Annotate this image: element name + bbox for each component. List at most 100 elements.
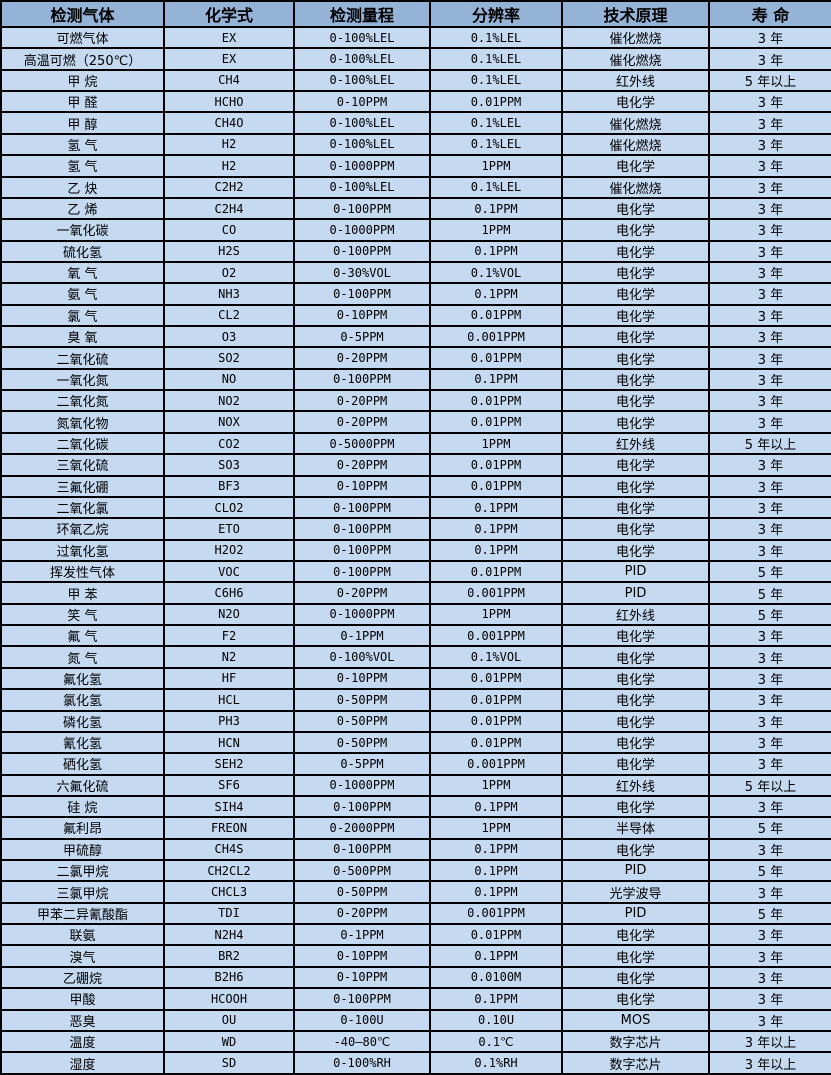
- cell-gas: 二氧化碳: [0, 431, 165, 456]
- cell-principle: 电化学: [561, 624, 710, 648]
- cell-gas: 环氧乙烷: [0, 517, 165, 541]
- cell-range: 0-20PPM: [293, 581, 431, 605]
- cell-range: 0-20PPM: [293, 901, 431, 926]
- cell-principle: 电化学: [561, 346, 710, 370]
- cell-principle: PID: [561, 901, 710, 926]
- cell-formula: H2: [163, 132, 295, 157]
- table-row: 氰化氢 HCN 0-50PPM 0.01PPM 电化学 3 年: [0, 730, 831, 755]
- cell-life: 3 年: [708, 474, 831, 498]
- cell-life: 3 年: [708, 325, 831, 349]
- table-row: 甲 苯 C6H6 0-20PPM 0.001PPM PID 5 年: [0, 581, 831, 605]
- cell-formula: HCHO: [163, 90, 295, 114]
- cell-range: 0-50PPM: [293, 688, 431, 712]
- cell-formula: HCOOH: [163, 987, 295, 1011]
- table-row: 氢 气 H2 0-100%LEL 0.1%LEL 催化燃烧 3 年: [0, 132, 831, 157]
- cell-range: 0-100PPM: [293, 538, 431, 563]
- cell-formula: N2O: [163, 602, 295, 627]
- cell-principle: 电化学: [561, 218, 710, 242]
- cell-formula: CH4S: [163, 837, 295, 862]
- cell-gas: 氟 气: [0, 624, 165, 648]
- cell-resolution: 0.1PPM: [429, 517, 563, 541]
- cell-principle: 电化学: [561, 196, 710, 221]
- cell-principle: 催化燃烧: [561, 175, 710, 199]
- cell-life: 3 年: [708, 880, 831, 904]
- cell-resolution: 0.1PPM: [429, 880, 563, 904]
- cell-range: 0-5PPM: [293, 325, 431, 349]
- cell-range: 0-100PPM: [293, 367, 431, 392]
- table-row: 甲酸 HCOOH 0-100PPM 0.1PPM 电化学 3 年: [0, 987, 831, 1011]
- cell-principle: 电化学: [561, 709, 710, 733]
- table-row: 甲 醇 CH4O 0-100%LEL 0.1%LEL 催化燃烧 3 年: [0, 111, 831, 135]
- cell-life: 3 年: [708, 965, 831, 990]
- cell-resolution: 1PPM: [429, 154, 563, 178]
- cell-resolution: 0.01PPM: [429, 389, 563, 413]
- cell-life: 3 年: [708, 752, 831, 776]
- cell-resolution: 1PPM: [429, 431, 563, 456]
- cell-formula: NH3: [163, 282, 295, 306]
- cell-gas: 臭 氧: [0, 325, 165, 349]
- table-row: 联氨 N2H4 0-1PPM 0.01PPM 电化学 3 年: [0, 923, 831, 947]
- cell-principle: 催化燃烧: [561, 132, 710, 157]
- cell-range: 0-10PPM: [293, 474, 431, 498]
- cell-range: 0-100%LEL: [293, 132, 431, 157]
- column-header-life: 寿 命: [708, 0, 831, 28]
- cell-life: 3 年: [708, 218, 831, 242]
- cell-principle: 电化学: [561, 239, 710, 263]
- cell-formula: CHCL3: [163, 880, 295, 904]
- table-row: 氯 气 CL2 0-10PPM 0.01PPM 电化学 3 年: [0, 303, 831, 328]
- cell-principle: 数字芯片: [561, 1029, 710, 1054]
- cell-formula: CLO2: [163, 495, 295, 520]
- table-row: 氟 气 F2 0-1PPM 0.001PPM 电化学 3 年: [0, 624, 831, 648]
- cell-principle: 数字芯片: [561, 1051, 710, 1075]
- table-row: 二氧化氮 NO2 0-20PPM 0.01PPM 电化学 3 年: [0, 389, 831, 413]
- cell-formula: NO: [163, 367, 295, 392]
- table-row: 溴气 BR2 0-10PPM 0.1PPM 电化学 3 年: [0, 944, 831, 968]
- cell-resolution: 0.01PPM: [429, 666, 563, 691]
- cell-resolution: 0.1%VOL: [429, 645, 563, 669]
- column-header-resolution: 分辨率: [429, 0, 563, 28]
- cell-gas: 一氧化氮: [0, 367, 165, 392]
- table-row: 乙 炔 C2H2 0-100%LEL 0.1%LEL 催化燃烧 3 年: [0, 175, 831, 199]
- cell-formula: B2H6: [163, 965, 295, 990]
- table-row: 臭 氧 O3 0-5PPM 0.001PPM 电化学 3 年: [0, 325, 831, 349]
- table-row: 氧 气 O2 0-30%VOL 0.1%VOL 电化学 3 年: [0, 260, 831, 285]
- cell-resolution: 0.01PPM: [429, 559, 563, 584]
- cell-formula: FREON: [163, 816, 295, 840]
- cell-gas: 氰化氢: [0, 730, 165, 755]
- cell-gas: 氮 气: [0, 645, 165, 669]
- table-row: 氨 气 NH3 0-100PPM 0.1PPM 电化学 3 年: [0, 282, 831, 306]
- cell-gas: 甲 烷: [0, 68, 165, 93]
- cell-resolution: 0.1℃: [429, 1029, 563, 1054]
- cell-gas: 甲硫醇: [0, 837, 165, 862]
- cell-principle: 电化学: [561, 538, 710, 563]
- cell-range: 0-5PPM: [293, 752, 431, 776]
- cell-range: 0-100U: [293, 1008, 431, 1032]
- cell-formula: SIH4: [163, 794, 295, 819]
- cell-formula: PH3: [163, 709, 295, 733]
- cell-resolution: 1PPM: [429, 773, 563, 797]
- cell-gas: 溴气: [0, 944, 165, 968]
- cell-formula: C2H2: [163, 175, 295, 199]
- table-row: 二氧化氯 CLO2 0-100PPM 0.1PPM 电化学 3 年: [0, 495, 831, 520]
- table-row: 温度 WD -40—80℃ 0.1℃ 数字芯片 3 年以上: [0, 1029, 831, 1054]
- table-row: 挥发性气体 VOC 0-100PPM 0.01PPM PID 5 年: [0, 559, 831, 584]
- cell-life: 3 年: [708, 111, 831, 135]
- cell-formula: HF: [163, 666, 295, 691]
- table-row: 甲苯二异氰酸酯 TDI 0-20PPM 0.001PPM PID 5 年: [0, 901, 831, 926]
- cell-resolution: 0.1PPM: [429, 538, 563, 563]
- cell-gas: 硫化氢: [0, 239, 165, 263]
- cell-life: 3 年: [708, 367, 831, 392]
- cell-gas: 二氧化硫: [0, 346, 165, 370]
- table-row: 三氟化硼 BF3 0-10PPM 0.01PPM 电化学 3 年: [0, 474, 831, 498]
- cell-formula: C2H4: [163, 196, 295, 221]
- cell-range: 0-10PPM: [293, 90, 431, 114]
- cell-gas: 恶臭: [0, 1008, 165, 1032]
- cell-principle: 电化学: [561, 987, 710, 1011]
- cell-life: 3 年: [708, 239, 831, 263]
- cell-resolution: 0.01PPM: [429, 688, 563, 712]
- table-row: 湿度 SD 0-100%RH 0.1%RH 数字芯片 3 年以上: [0, 1051, 831, 1075]
- table-row: 氢 气 H2 0-1000PPM 1PPM 电化学 3 年: [0, 154, 831, 178]
- cell-range: 0-5000PPM: [293, 431, 431, 456]
- cell-range: 0-100PPM: [293, 517, 431, 541]
